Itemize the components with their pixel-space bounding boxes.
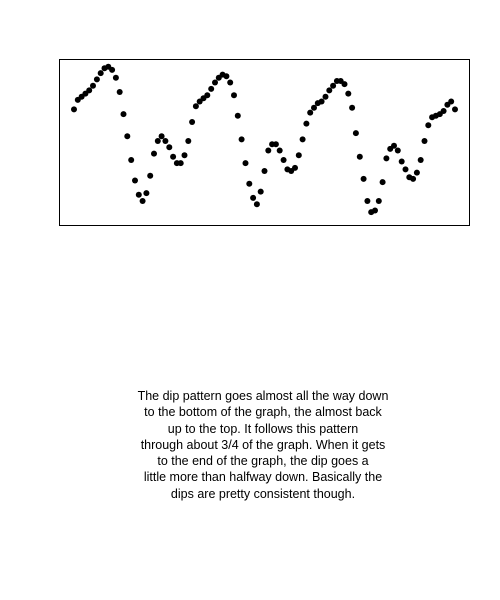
data-point <box>246 180 253 187</box>
data-point <box>341 81 348 88</box>
data-point <box>303 120 310 127</box>
data-point <box>421 138 428 144</box>
data-point <box>276 147 283 154</box>
data-point <box>311 104 317 111</box>
data-point <box>349 104 356 111</box>
data-point <box>189 119 196 125</box>
data-point <box>318 98 325 105</box>
data-point <box>322 93 329 100</box>
caption-line: to the bottom of the graph, the almost b… <box>144 405 382 420</box>
data-point <box>242 160 249 167</box>
data-point <box>452 106 458 113</box>
data-point <box>192 103 199 110</box>
data-point <box>208 85 215 92</box>
data-point <box>360 175 367 182</box>
data-point <box>97 70 104 77</box>
plot-frame <box>59 59 470 226</box>
data-point <box>425 122 432 129</box>
data-point <box>292 164 298 171</box>
data-point <box>71 106 77 113</box>
data-point <box>280 157 287 163</box>
data-point <box>250 194 257 201</box>
data-point <box>212 79 218 86</box>
caption-line: dips are pretty consistent though. <box>170 486 356 501</box>
data-point <box>410 175 417 182</box>
data-point <box>265 147 272 154</box>
data-point <box>143 190 150 197</box>
data-point <box>120 111 127 118</box>
data-point <box>128 157 135 163</box>
data-point <box>162 138 169 144</box>
data-point <box>238 136 245 143</box>
caption-line: up to the top. It follows this pattern <box>167 421 359 436</box>
data-point <box>86 87 93 94</box>
data-point <box>112 74 119 81</box>
data-point <box>90 82 96 89</box>
data-point <box>330 82 337 89</box>
data-point <box>413 169 420 176</box>
data-point <box>257 188 264 195</box>
caption-line: little more than halfway down. Basically… <box>143 470 383 485</box>
caption-line: to the end of the graph, the dip goes a <box>157 454 369 469</box>
data-point <box>253 201 260 208</box>
caption-line: The dip pattern goes almost all the way … <box>137 389 389 403</box>
data-point <box>364 198 371 204</box>
data-point <box>326 87 333 94</box>
data-points <box>71 63 458 216</box>
data-point <box>135 191 142 198</box>
data-point <box>261 168 268 174</box>
data-point <box>132 177 138 184</box>
data-point <box>177 160 184 167</box>
data-point <box>109 66 116 73</box>
data-point <box>223 73 230 80</box>
data-point <box>158 133 165 140</box>
data-point <box>185 138 192 144</box>
data-point <box>181 152 188 159</box>
data-point <box>124 133 131 140</box>
data-point <box>299 136 306 143</box>
data-point <box>383 155 390 162</box>
data-point <box>166 144 173 151</box>
data-point <box>116 89 123 95</box>
description-caption: The dip pattern goes almost all the way … <box>100 388 426 502</box>
data-point <box>448 98 455 105</box>
data-point <box>398 158 405 165</box>
data-point <box>379 179 386 186</box>
data-point <box>375 198 382 204</box>
caption-line: through about 3/4 of the graph. When it … <box>140 437 386 452</box>
data-point <box>231 92 237 99</box>
data-point <box>272 141 279 148</box>
data-point <box>204 92 211 99</box>
data-point <box>356 153 363 160</box>
data-point <box>151 150 157 157</box>
data-point <box>307 109 314 116</box>
scatter-chart <box>59 59 470 226</box>
data-point <box>372 207 378 214</box>
data-point <box>402 166 409 173</box>
data-point <box>234 112 241 119</box>
data-point <box>417 157 424 163</box>
data-point <box>345 90 352 97</box>
data-point <box>139 198 146 204</box>
data-point <box>170 153 177 160</box>
data-point <box>352 130 359 137</box>
data-point <box>93 76 100 83</box>
data-point <box>227 79 234 86</box>
data-point <box>391 142 397 149</box>
data-point <box>147 172 154 179</box>
data-point <box>154 138 161 144</box>
data-point <box>440 108 447 114</box>
data-point <box>295 152 302 159</box>
data-point <box>394 147 401 154</box>
